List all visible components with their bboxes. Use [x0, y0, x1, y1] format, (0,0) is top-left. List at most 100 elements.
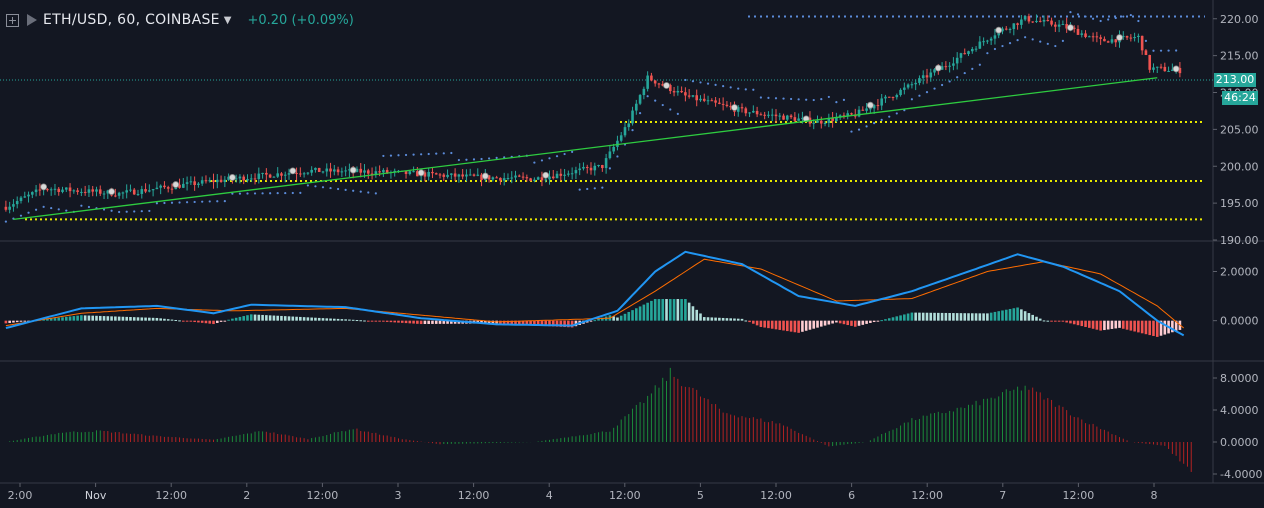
candle-body[interactable] — [906, 84, 910, 88]
candle-body[interactable] — [869, 108, 872, 110]
candle-body[interactable] — [680, 91, 683, 93]
candle-body[interactable] — [940, 66, 944, 70]
candle-body[interactable] — [642, 88, 646, 96]
candle-body[interactable] — [261, 172, 264, 174]
candle-body[interactable] — [121, 192, 125, 194]
candle-body[interactable] — [650, 75, 653, 81]
candle-body[interactable] — [378, 171, 381, 173]
candle-body[interactable] — [1095, 36, 1099, 38]
candle-body[interactable] — [98, 189, 102, 194]
candle-body[interactable] — [374, 171, 378, 175]
candle-body[interactable] — [729, 105, 732, 108]
candle-body[interactable] — [929, 72, 933, 78]
candle-body[interactable] — [623, 127, 627, 136]
candle-body[interactable] — [846, 113, 850, 116]
candle-body[interactable] — [166, 187, 170, 189]
candle-body[interactable] — [1050, 20, 1053, 25]
candle-body[interactable] — [325, 168, 329, 172]
candle-body[interactable] — [574, 170, 578, 174]
candle-body[interactable] — [691, 95, 695, 97]
flag-icon[interactable] — [27, 14, 37, 26]
candle-body[interactable] — [789, 115, 793, 118]
candle-body[interactable] — [567, 173, 570, 175]
candle-body[interactable] — [891, 96, 895, 98]
candle-body[interactable] — [646, 75, 649, 89]
candle-body[interactable] — [702, 98, 706, 101]
candle-body[interactable] — [12, 204, 15, 207]
candle-body[interactable] — [276, 173, 279, 177]
candle-body[interactable] — [1155, 66, 1159, 68]
candle-body[interactable] — [450, 173, 453, 175]
candle-body[interactable] — [53, 188, 57, 190]
candle-body[interactable] — [208, 180, 212, 182]
candle-body[interactable] — [333, 169, 336, 172]
candle-body[interactable] — [993, 35, 997, 39]
candle-body[interactable] — [204, 180, 208, 182]
candle-body[interactable] — [551, 176, 555, 179]
candle-body[interactable] — [1110, 39, 1114, 43]
candle-body[interactable] — [249, 178, 253, 180]
candle-body[interactable] — [83, 191, 87, 193]
candle-body[interactable] — [317, 167, 321, 172]
candle-body[interactable] — [944, 66, 948, 68]
candle-body[interactable] — [914, 82, 917, 85]
candle-body[interactable] — [1103, 38, 1106, 42]
candle-body[interactable] — [880, 98, 883, 106]
candle-body[interactable] — [744, 108, 748, 114]
candle-body[interactable] — [144, 189, 147, 192]
candle-body[interactable] — [684, 92, 687, 96]
candle-body[interactable] — [1140, 35, 1144, 51]
candle-body[interactable] — [529, 178, 532, 181]
candle-body[interactable] — [933, 69, 936, 73]
candle-body[interactable] — [752, 110, 755, 113]
candle-body[interactable] — [344, 170, 347, 172]
candle-body[interactable] — [4, 206, 8, 210]
candle-body[interactable] — [31, 192, 34, 195]
candle-body[interactable] — [495, 177, 498, 179]
candle-body[interactable] — [8, 206, 11, 210]
candle-body[interactable] — [404, 170, 408, 174]
candle-body[interactable] — [963, 53, 967, 55]
candle-body[interactable] — [197, 183, 200, 185]
candle-body[interactable] — [955, 57, 959, 64]
candle-body[interactable] — [310, 169, 313, 173]
candle-body[interactable] — [899, 89, 902, 96]
candle-body[interactable] — [302, 173, 306, 175]
candle-body[interactable] — [721, 103, 725, 105]
candle-body[interactable] — [736, 107, 740, 112]
trendline[interactable] — [13, 77, 1158, 220]
candle-body[interactable] — [952, 63, 955, 66]
candle-body[interactable] — [918, 78, 921, 83]
candle-body[interactable] — [1137, 35, 1140, 38]
candle-body[interactable] — [767, 114, 770, 116]
candle-body[interactable] — [23, 196, 27, 198]
candle-body[interactable] — [306, 172, 310, 174]
candle-body[interactable] — [1072, 27, 1076, 29]
candle-body[interactable] — [287, 173, 291, 175]
candle-body[interactable] — [359, 168, 363, 173]
candle-body[interactable] — [163, 185, 166, 188]
candle-body[interactable] — [510, 177, 514, 179]
candle-body[interactable] — [1163, 66, 1167, 72]
candle-body[interactable] — [597, 165, 600, 167]
candle-body[interactable] — [819, 120, 823, 124]
candle-body[interactable] — [68, 187, 72, 192]
candle-body[interactable] — [1091, 36, 1095, 38]
candle-body[interactable] — [502, 178, 506, 181]
candle-body[interactable] — [1008, 29, 1012, 31]
candle-body[interactable] — [638, 95, 642, 104]
candle-body[interactable] — [706, 100, 710, 102]
candle-body[interactable] — [193, 181, 196, 185]
candle-body[interactable] — [1129, 37, 1133, 39]
candle-body[interactable] — [61, 189, 64, 193]
candle-body[interactable] — [612, 146, 615, 152]
candle-body[interactable] — [759, 114, 763, 116]
candle-body[interactable] — [544, 179, 548, 181]
candle-body[interactable] — [446, 174, 449, 177]
candle-body[interactable] — [978, 41, 982, 49]
candle-body[interactable] — [668, 84, 672, 92]
candle-body[interactable] — [468, 174, 472, 176]
symbol-title[interactable]: ETH/USD, 60, COINBASE — [43, 12, 220, 28]
candle-body[interactable] — [49, 189, 53, 191]
candle-body[interactable] — [480, 174, 483, 180]
